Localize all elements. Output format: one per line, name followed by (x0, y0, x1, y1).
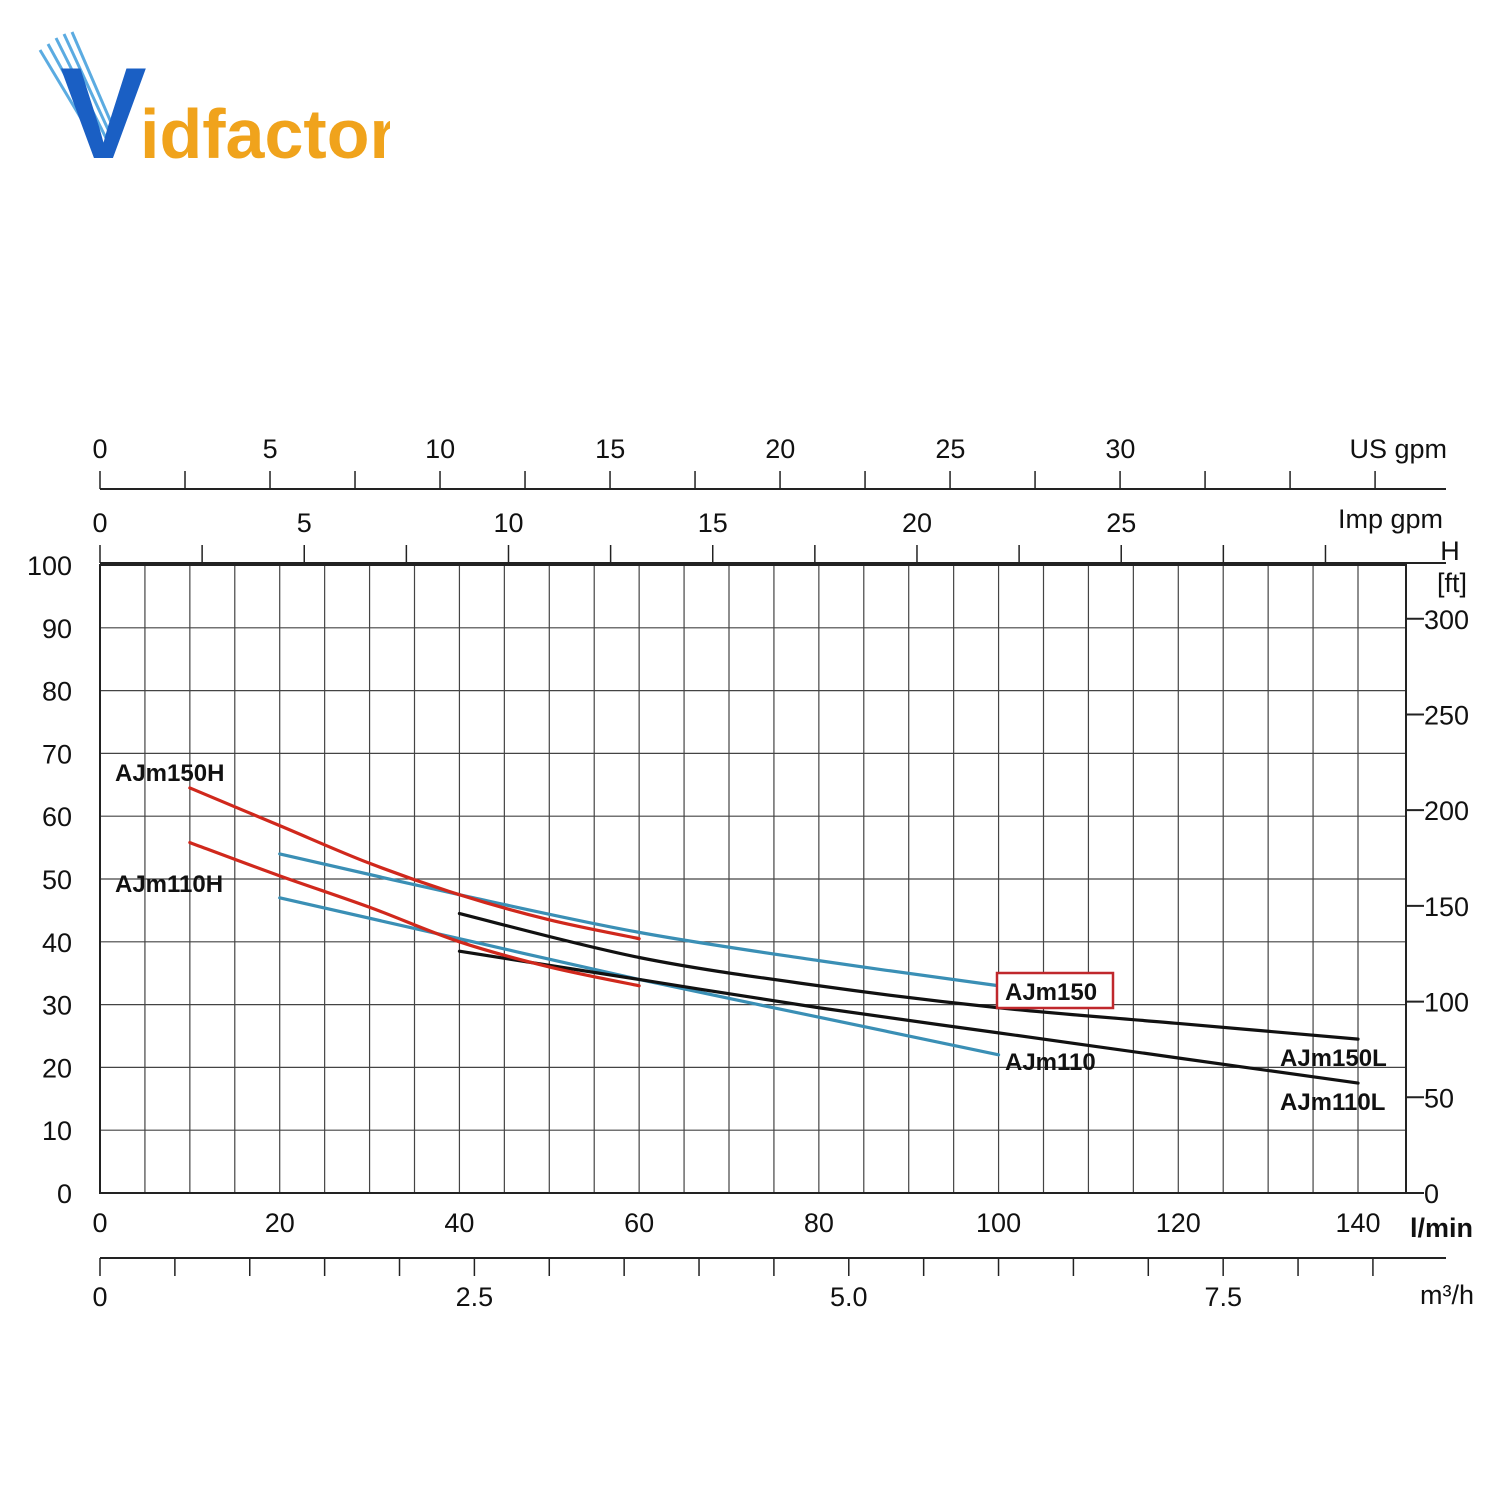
x_top_us-tick-label: 0 (92, 434, 107, 464)
x_bottom_m3h-tick-label: 7.5 (1204, 1282, 1242, 1312)
x_top_us-tick-label: 20 (765, 434, 795, 464)
x-lmin-tick-label: 60 (624, 1208, 654, 1238)
y-left-tick-label: 30 (42, 991, 72, 1021)
x_top_us-tick-label: 5 (263, 434, 278, 464)
x_bottom_m3h-tick-label: 0 (92, 1282, 107, 1312)
series-line-ajm150 (278, 852, 1001, 988)
plot-frame (99, 564, 1407, 1194)
x_top_imp-tick-label: 20 (902, 508, 932, 538)
x_top_imp-tick-label: 25 (1106, 508, 1136, 538)
y-left-tick-label: 20 (42, 1053, 72, 1083)
bird-wing-icon (38, 31, 118, 151)
x_bottom_m3h-tick-label: 5.0 (830, 1282, 868, 1312)
x_top_us-tick-label: 30 (1105, 434, 1135, 464)
chart-axes (99, 471, 1446, 1276)
series-label-ajm150l: AJm150L (1280, 1045, 1387, 1072)
vidfactor-logo: V idfactor (38, 31, 390, 180)
x-lmin-tick-label: 120 (1156, 1208, 1201, 1238)
series-line-ajm110l (457, 949, 1360, 1085)
x_top_us-tick-label: 25 (935, 434, 965, 464)
logo-letter-v: V (60, 40, 147, 180)
y-left-tick-label: 100 (27, 551, 72, 581)
x-lmin-unit: l/min (1410, 1213, 1473, 1243)
y-right-tick-label: 250 (1424, 700, 1469, 730)
series-label-ajm110h: AJm110H (115, 871, 223, 898)
y-left-tick-label: 80 (42, 677, 72, 707)
x_top_imp-tick-label: 5 (297, 508, 312, 538)
y-left-tick-label: 10 (42, 1116, 72, 1146)
y-left-tick-label: 0 (57, 1179, 72, 1209)
x_top_imp-unit: Imp gpm (1338, 504, 1443, 534)
y-left-tick-label: 90 (42, 614, 72, 644)
y-left-tick-label: 40 (42, 928, 72, 958)
series-label-ajm110: AJm110 (1005, 1049, 1096, 1076)
series-label-ajm110l: AJm110L (1280, 1089, 1385, 1116)
chart-grid (99, 564, 1406, 1194)
x_top_us-tick-label: 15 (595, 434, 625, 464)
x_top_imp-tick-label: 10 (493, 508, 523, 538)
x-lmin-tick-label: 100 (976, 1208, 1021, 1238)
x-lmin-tick-label: 140 (1335, 1208, 1380, 1238)
series-label-highlight-box (995, 971, 1115, 1010)
series-line-ajm110h (188, 840, 641, 988)
x_top_imp-tick-label: 15 (698, 508, 728, 538)
series-line-ajm150h (188, 786, 641, 941)
x-lmin-tick-label: 20 (265, 1208, 295, 1238)
x_top_imp-tick-label: 0 (92, 508, 107, 538)
y-right-tick-label: 300 (1424, 605, 1469, 635)
series-label-ajm150: AJm150 (1005, 979, 1097, 1006)
logo-wordmark: idfactor (140, 95, 390, 173)
y-right-tick-label: 150 (1424, 892, 1469, 922)
y-right-tick-label: 50 (1424, 1083, 1454, 1113)
x-lmin-tick-label: 80 (804, 1208, 834, 1238)
series-label-ajm150h: AJm150H (115, 760, 224, 787)
y-right-unit-ft: [ft] (1437, 568, 1467, 598)
x_top_us-tick-label: 10 (425, 434, 455, 464)
y-right-unit-h: H (1440, 536, 1460, 566)
x_top_us-unit: US gpm (1349, 434, 1447, 464)
y-right-tick-label: 200 (1424, 796, 1469, 826)
y-left-tick-label: 70 (42, 739, 72, 769)
x-lmin-tick-label: 40 (444, 1208, 474, 1238)
y-left-tick-label: 60 (42, 802, 72, 832)
y-left-tick-label: 50 (42, 865, 72, 895)
x_bottom_m3h-unit: m³/h (1420, 1280, 1474, 1310)
y-right-tick-label: 100 (1424, 988, 1469, 1018)
chart-series (188, 786, 1360, 1085)
series-line-ajm150l (457, 911, 1360, 1041)
y-right-tick-label: 0 (1424, 1179, 1439, 1209)
x-lmin-tick-label: 0 (92, 1208, 107, 1238)
x_bottom_m3h-tick-label: 2.5 (456, 1282, 494, 1312)
